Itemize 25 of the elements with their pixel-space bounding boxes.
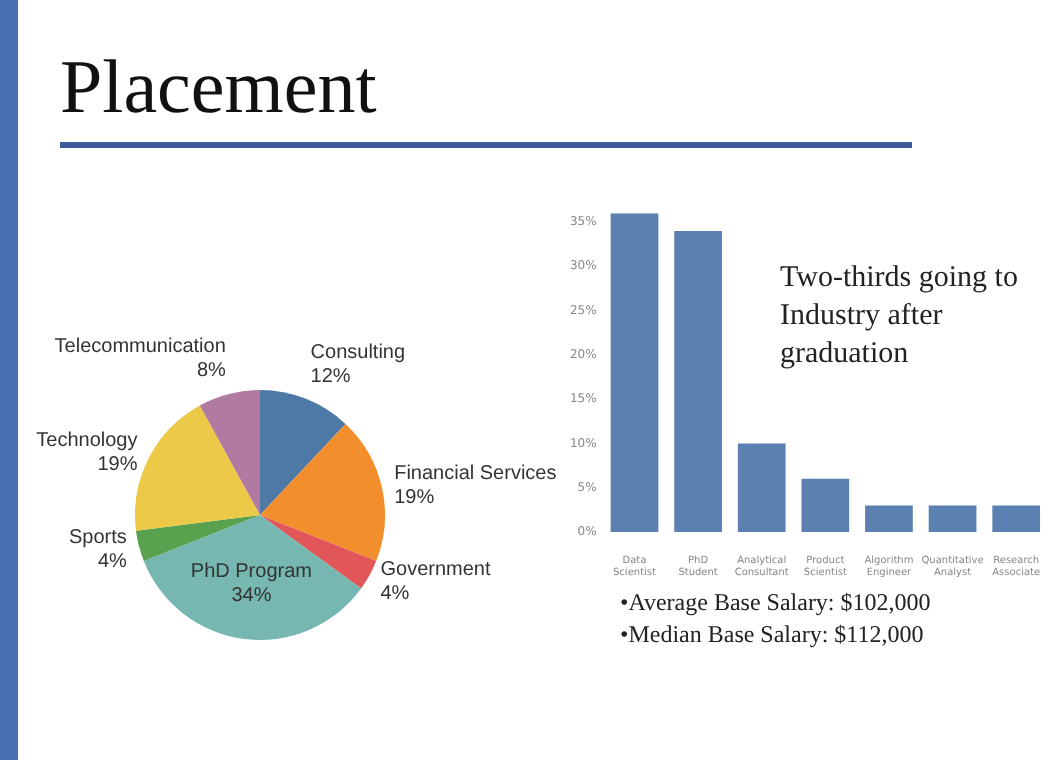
data-label: 4%: [380, 582, 410, 605]
chart-title: Placement: [60, 44, 377, 132]
data-label: 34%: [231, 584, 272, 607]
data-label: 4%: [97, 550, 128, 573]
slice-label: Consulting: [310, 342, 406, 365]
data-label: 19%: [97, 454, 138, 477]
text: •Average Base Salary: $102,000: [620, 588, 931, 618]
slice-label: Government: [380, 558, 491, 581]
slice-label: Technology: [36, 430, 138, 453]
bar: [801, 478, 850, 532]
slice-label: Telecommunication: [54, 336, 226, 359]
slice-label: PhD Program: [190, 560, 312, 583]
text: •Median Base Salary: $112,000: [620, 620, 924, 650]
bar: [992, 505, 1041, 532]
bar: [928, 505, 977, 532]
bar: [674, 230, 722, 532]
bar: [737, 443, 786, 532]
slice-label: Sports: [69, 526, 127, 549]
data-label: 19%: [394, 486, 435, 509]
slice-label: Financial Services: [394, 462, 557, 485]
bar: [610, 213, 659, 532]
bar: [865, 505, 913, 532]
data-label: 8%: [196, 360, 227, 383]
annotation: Two-thirds going to Industry after graduation: [780, 260, 1020, 374]
data-label: 12%: [310, 366, 351, 389]
